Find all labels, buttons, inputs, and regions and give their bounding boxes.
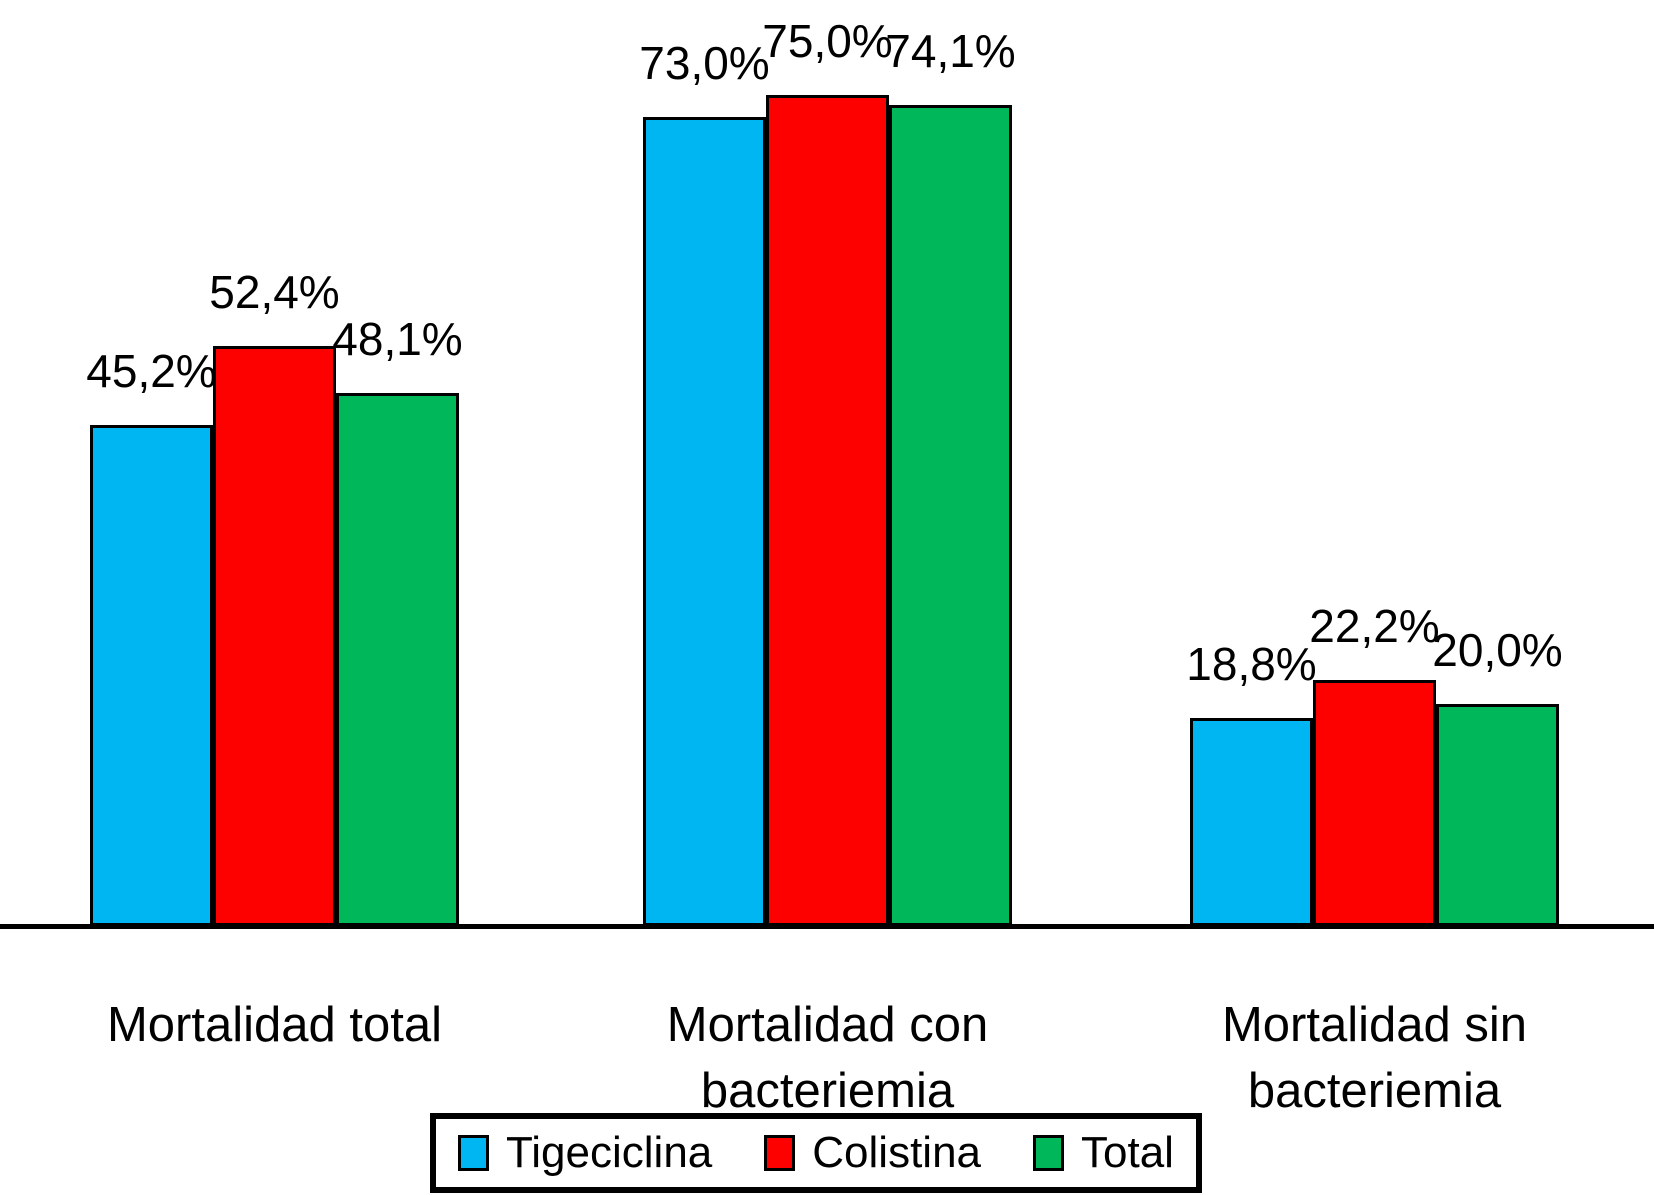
bar-value-label-tigeciclina-mortalidad-con-bacteriemia: 73,0% bbox=[639, 37, 770, 90]
legend: Tigeciclina Colistina Total bbox=[430, 1113, 1202, 1193]
legend-item-total: Total bbox=[1033, 1128, 1174, 1178]
legend-label-total: Total bbox=[1081, 1128, 1174, 1177]
bar-total-mortalidad-con-bacteriemia bbox=[889, 105, 1012, 926]
legend-swatch-colistina bbox=[764, 1135, 796, 1171]
legend-swatch-tigeciclina bbox=[458, 1135, 490, 1171]
bar-tigeciclina-mortalidad-con-bacteriemia bbox=[643, 117, 766, 926]
bar-colistina-mortalidad-total bbox=[213, 346, 336, 926]
category-label-mortalidad-total: Mortalidad total bbox=[106, 998, 443, 1052]
bar-tigeciclina-mortalidad-total bbox=[90, 425, 213, 926]
bar-tigeciclina-mortalidad-sin-bacteriemia bbox=[1190, 718, 1313, 926]
legend-item-colistina: Colistina bbox=[764, 1128, 981, 1178]
bar-value-label-total-mortalidad-con-bacteriemia: 74,1% bbox=[885, 25, 1016, 78]
bar-colistina-mortalidad-sin-bacteriemia bbox=[1313, 680, 1436, 926]
legend-item-tigeciclina: Tigeciclina bbox=[458, 1128, 712, 1178]
category-label-mortalidad-sin-bacteriemia: Mortalidad sin bacteriemia bbox=[1221, 998, 1528, 1118]
category-label-mortalidad-con-bacteriemia: Mortalidad con bacteriemia bbox=[666, 998, 989, 1118]
legend-label-tigeciclina: Tigeciclina bbox=[506, 1128, 713, 1177]
bar-total-mortalidad-total bbox=[336, 393, 459, 926]
legend-label-colistina: Colistina bbox=[812, 1128, 982, 1177]
bar-value-label-colistina-mortalidad-sin-bacteriemia: 22,2% bbox=[1309, 600, 1440, 653]
bar-value-label-tigeciclina-mortalidad-sin-bacteriemia: 18,8% bbox=[1186, 638, 1317, 691]
bar-value-label-colistina-mortalidad-total: 52,4% bbox=[209, 266, 340, 319]
bar-value-label-total-mortalidad-sin-bacteriemia: 20,0% bbox=[1432, 624, 1563, 677]
bar-value-label-tigeciclina-mortalidad-total: 45,2% bbox=[86, 345, 217, 398]
bar-total-mortalidad-sin-bacteriemia bbox=[1436, 704, 1559, 926]
bar-colistina-mortalidad-con-bacteriemia bbox=[766, 95, 889, 926]
bar-value-label-total-mortalidad-total: 48,1% bbox=[332, 313, 463, 366]
bar-value-label-colistina-mortalidad-con-bacteriemia: 75,0% bbox=[762, 15, 893, 68]
x-axis-line bbox=[0, 924, 1654, 929]
legend-swatch-total bbox=[1033, 1135, 1065, 1171]
